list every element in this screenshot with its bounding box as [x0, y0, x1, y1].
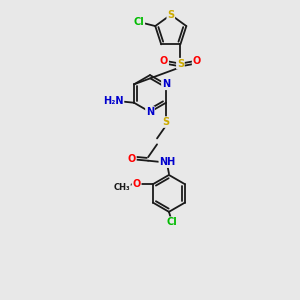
Text: S: S: [167, 10, 174, 20]
Text: NH: NH: [159, 157, 176, 167]
Text: Cl: Cl: [167, 217, 177, 227]
Text: O: O: [128, 154, 136, 164]
Text: N: N: [162, 79, 170, 89]
Text: H₂N: H₂N: [103, 96, 124, 106]
Text: O: O: [133, 179, 141, 189]
Text: O: O: [160, 56, 168, 66]
Text: CH₃: CH₃: [113, 183, 130, 192]
Text: Cl: Cl: [134, 16, 144, 27]
Text: S: S: [177, 59, 184, 69]
Text: O: O: [193, 56, 201, 66]
Text: S: S: [162, 117, 169, 127]
Text: N: N: [146, 107, 154, 117]
